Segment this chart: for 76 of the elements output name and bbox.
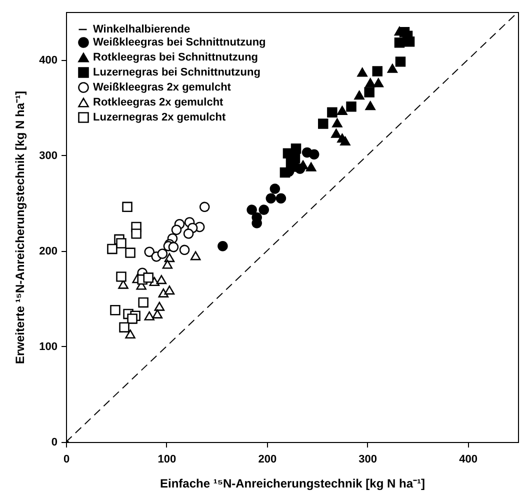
point (138, 297, 148, 308)
point (290, 144, 302, 154)
point (164, 253, 175, 262)
point (276, 193, 286, 204)
point (125, 330, 136, 339)
point (144, 246, 154, 257)
legend-label: Winkelhalbierende (93, 24, 190, 36)
point (107, 244, 118, 254)
point (154, 302, 165, 311)
point (144, 311, 154, 320)
y-tick-label: 0 (51, 436, 58, 448)
legend-label: Luzernegras bei Schnittnutzung (93, 66, 260, 78)
legend-label: Weißkleegras bei Schnittnutzung (93, 36, 266, 48)
point (331, 128, 342, 138)
point (119, 322, 130, 332)
point (164, 286, 175, 295)
point (162, 260, 173, 269)
x-tick-label: 0 (63, 454, 70, 466)
point (327, 107, 338, 118)
point (364, 87, 374, 98)
point (127, 314, 138, 324)
point (395, 56, 406, 67)
point (337, 106, 348, 115)
point (110, 305, 120, 316)
point (125, 248, 136, 258)
legend-label: Luzernegras 2x gemulcht (93, 112, 226, 124)
point (399, 26, 410, 38)
point (346, 101, 356, 112)
point (246, 204, 257, 215)
point (365, 78, 376, 88)
point (404, 36, 415, 47)
point (199, 202, 210, 212)
x-axis-title: Einfache ¹⁵N-Anreicherungstechnik [kg N ha⁻¹] (160, 476, 426, 490)
legend-label: Rotkleegras bei Schnittnutzung (93, 52, 258, 64)
point (152, 309, 163, 318)
x-tick-label: 100 (158, 454, 176, 466)
legend-label: Weißkleegras 2x gemulcht (93, 82, 232, 94)
y-tick-label: 100 (39, 340, 58, 353)
point (332, 118, 342, 128)
point (308, 149, 320, 160)
y-tick-label: 300 (39, 150, 58, 162)
legend-label: Rotkleegras 2x gemulcht (93, 96, 224, 108)
point (270, 184, 280, 194)
point (179, 244, 190, 256)
point (373, 78, 384, 88)
point (357, 68, 368, 77)
point (116, 272, 126, 282)
y-tick-label: 400 (39, 54, 58, 66)
point (122, 202, 132, 212)
point (131, 228, 142, 239)
point (168, 242, 179, 252)
point (258, 204, 269, 215)
point (116, 238, 126, 248)
point (158, 288, 169, 298)
x-tick-label: 300 (358, 454, 378, 466)
point (387, 64, 398, 73)
point (190, 251, 201, 260)
x-tick-label: 200 (258, 454, 277, 466)
point (143, 272, 154, 283)
point (340, 136, 350, 146)
x-tick-label: 400 (459, 454, 478, 466)
point (218, 241, 228, 252)
point (183, 228, 194, 239)
point (266, 193, 276, 204)
point (354, 90, 364, 100)
point (306, 162, 316, 172)
point (280, 167, 290, 178)
point (372, 66, 382, 76)
point (157, 248, 168, 259)
point (156, 275, 167, 284)
y-axis-title: Erweiterte ¹⁵N-Anreicherungstechnik [kg N ha⁻¹] (13, 90, 28, 364)
y-tick-label: 200 (39, 245, 58, 258)
point (394, 37, 405, 48)
point (365, 101, 376, 110)
point (171, 224, 182, 235)
point (318, 118, 328, 129)
